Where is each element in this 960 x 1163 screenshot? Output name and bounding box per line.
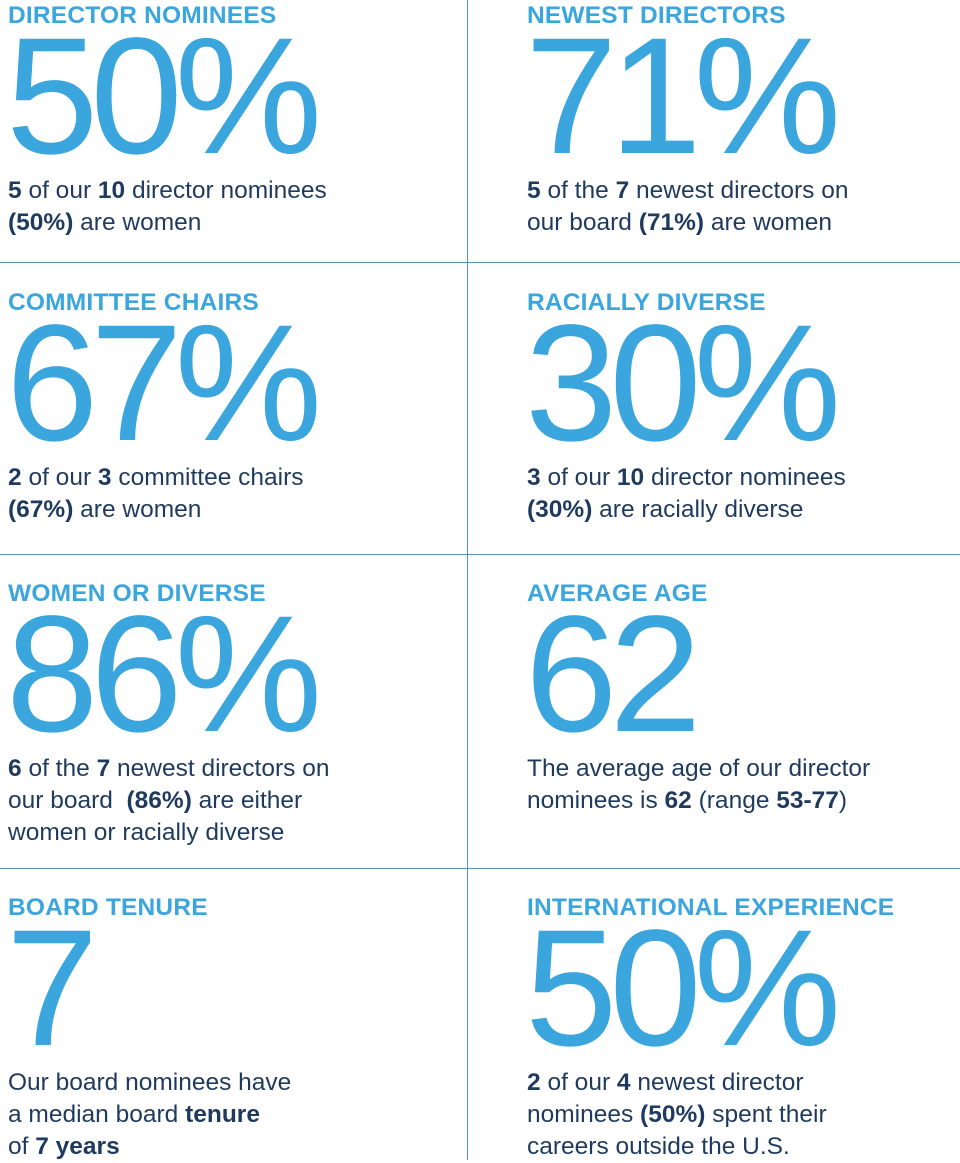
cell-heading: RACIALLY DIVERSE bbox=[527, 289, 766, 316]
director-nominees-cell: DIRECTOR NOMINEES 50% 5 of our 10 direct… bbox=[6, 0, 458, 262]
stat-value: 50% bbox=[525, 896, 841, 1081]
stat-value: 67% bbox=[6, 291, 322, 476]
newest-directors-cell: NEWEST DIRECTORS 71% 5 of the 7 newest d… bbox=[525, 0, 960, 262]
stat-description: 6 of the 7 newest directors on our board… bbox=[8, 755, 330, 846]
row-divider bbox=[0, 868, 960, 869]
row-divider bbox=[0, 554, 960, 555]
stat-value: 50% bbox=[6, 4, 322, 189]
stat-description: 5 of the 7 newest directors on our board… bbox=[527, 177, 849, 236]
column-divider bbox=[467, 0, 468, 1160]
stat-value: 86% bbox=[6, 582, 322, 767]
stat-description: 3 of our 10 director nominees (30%) are … bbox=[527, 464, 846, 523]
cell-heading: WOMEN OR DIVERSE bbox=[8, 580, 266, 607]
board-tenure-cell: BOARD TENURE 7 Our board nominees have a… bbox=[6, 892, 458, 1160]
stat-description: 5 of our 10 director nominees (50%) are … bbox=[8, 177, 327, 236]
stat-description: 2 of our 3 committee chairs (67%) are wo… bbox=[8, 464, 304, 523]
cell-heading: BOARD TENURE bbox=[8, 894, 208, 921]
stat-description: 2 of our 4 newest director nominees (50%… bbox=[527, 1069, 827, 1160]
average-age-cell: AVERAGE AGE 62 The average age of our di… bbox=[525, 578, 960, 868]
stat-value: 30% bbox=[525, 291, 841, 476]
stat-value: 71% bbox=[525, 4, 841, 189]
cell-heading: COMMITTEE CHAIRS bbox=[8, 289, 259, 316]
cell-heading: INTERNATIONAL EXPERIENCE bbox=[527, 894, 895, 921]
row-divider bbox=[0, 262, 960, 263]
cell-heading: NEWEST DIRECTORS bbox=[527, 2, 786, 29]
international-experience-cell: INTERNATIONAL EXPERIENCE 50% 2 of our 4 … bbox=[525, 892, 960, 1160]
stat-description: The average age of our director nominees… bbox=[527, 755, 871, 814]
committee-chairs-cell: COMMITTEE CHAIRS 67% 2 of our 3 committe… bbox=[6, 287, 458, 554]
stat-description: Our board nominees have a median board t… bbox=[8, 1069, 292, 1160]
stat-value: 7 bbox=[6, 896, 98, 1081]
stat-value: 62 bbox=[525, 582, 702, 767]
women-or-diverse-cell: WOMEN OR DIVERSE 86% 6 of the 7 newest d… bbox=[6, 578, 458, 868]
racially-diverse-cell: RACIALLY DIVERSE 30% 3 of our 10 directo… bbox=[525, 287, 960, 554]
cell-heading: DIRECTOR NOMINEES bbox=[8, 2, 277, 29]
cell-heading: AVERAGE AGE bbox=[527, 580, 708, 607]
